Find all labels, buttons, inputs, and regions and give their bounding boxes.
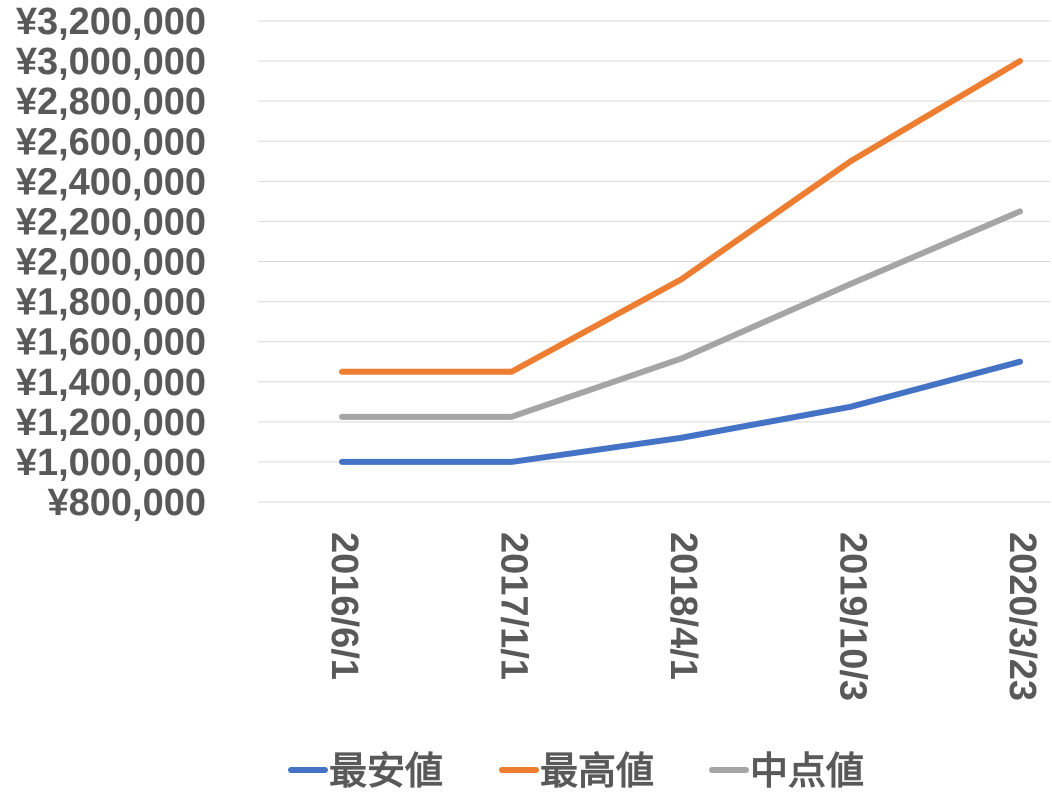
y-tick-label: ¥1,400,000	[16, 362, 206, 404]
gridlines	[258, 20, 1050, 503]
series-line-2	[339, 58, 1023, 375]
y-axis-tick-labels: ¥800,000¥1,000,000¥1,200,000¥1,400,000¥1…	[16, 1, 206, 524]
y-tick-label: ¥2,200,000	[16, 201, 206, 243]
series-lines	[339, 58, 1023, 465]
y-tick-label: ¥800,000	[48, 482, 207, 524]
series-line-1	[339, 358, 1023, 465]
x-axis-tick-labels: 2016/6/1 2017/1/1 2018/4/1 2019/10/3 2020/3/…	[323, 532, 1043, 701]
x-tick-label: 2020/3/23	[1001, 532, 1043, 701]
y-tick-label: ¥1,000,000	[16, 442, 206, 484]
x-tick-label: 2016/6/1	[323, 532, 365, 680]
legend-label: 中点値	[750, 749, 864, 793]
x-tick-label: 2017/1/1	[492, 532, 534, 680]
legend-label: 最高値	[540, 749, 654, 793]
x-tick-label: 2019/10/3	[831, 532, 873, 701]
y-tick-label: ¥2,000,000	[16, 242, 206, 284]
y-tick-label: ¥3,200,000	[16, 1, 206, 43]
y-tick-label: ¥1,600,000	[16, 322, 206, 364]
y-tick-label: ¥2,800,000	[16, 81, 206, 123]
legend: 最安値 最高値 中点値	[288, 749, 864, 793]
y-tick-label: ¥1,800,000	[16, 282, 206, 324]
y-tick-label: ¥1,200,000	[16, 402, 206, 444]
y-tick-label: ¥2,600,000	[16, 121, 206, 163]
x-tick-label: 2018/4/1	[662, 532, 704, 680]
legend-label: 最安値	[329, 749, 443, 793]
y-tick-label: ¥3,000,000	[16, 41, 206, 83]
y-tick-label: ¥2,400,000	[16, 161, 206, 203]
series-line-3	[339, 208, 1023, 420]
